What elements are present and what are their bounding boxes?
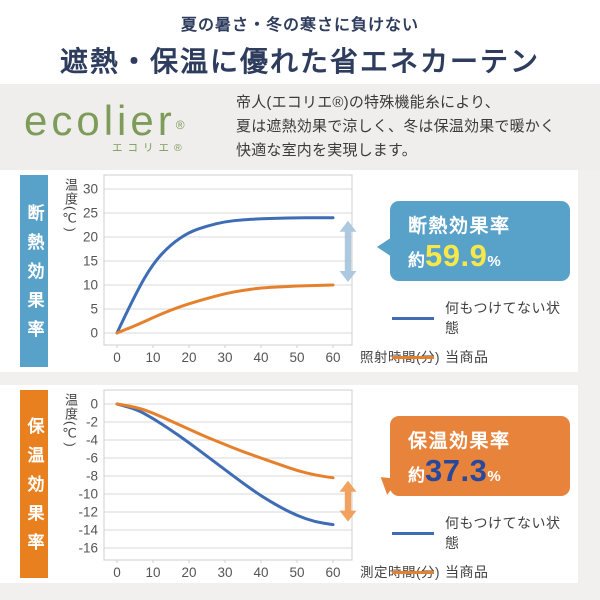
svg-text:25: 25 — [83, 206, 98, 221]
svg-text:-14: -14 — [78, 523, 98, 538]
badge-number: 59.9 — [425, 238, 488, 273]
brand-description-line3: 快適な室内を実現します。 — [236, 142, 417, 160]
retention-side-label: 保温効果率 — [20, 390, 48, 578]
legend-item-product: 当商品 — [392, 562, 570, 582]
svg-text:-4: -4 — [86, 433, 98, 448]
insulation-badge-value: 約59.9% — [408, 240, 558, 271]
svg-text:10: 10 — [83, 278, 98, 293]
svg-text:0: 0 — [90, 397, 98, 412]
svg-text:60: 60 — [325, 350, 340, 365]
legend-item-bare: 何もつけてない状態 — [392, 298, 570, 338]
svg-text:0: 0 — [113, 350, 121, 365]
insulation-y-axis-title: 温度(℃) — [63, 178, 78, 233]
brand-description-line1: 帝人(エコリエ®)の特殊機能糸により、 — [236, 93, 500, 111]
svg-text:30: 30 — [217, 565, 232, 580]
svg-text:20: 20 — [181, 350, 196, 365]
badge-number: 37.3 — [425, 453, 488, 488]
svg-text:40: 40 — [253, 565, 268, 580]
legend-label: 何もつけてない状態 — [445, 515, 561, 551]
legend-line-orange-icon — [392, 355, 434, 359]
header-subtitle: 夏の暑さ・冬の寒さに負けない — [180, 17, 419, 34]
svg-text:50: 50 — [289, 350, 304, 365]
svg-text:-8: -8 — [86, 469, 98, 484]
insulation-chart: 温度(℃) 0510152025300102030405060照射時間(分) — [52, 170, 456, 372]
svg-text:15: 15 — [83, 254, 98, 269]
legend-label: 当商品 — [445, 564, 489, 580]
insulation-rate-badge: 断熱効果率 約59.9% — [377, 201, 570, 281]
insulation-legend: 何もつけてない状態 当商品 — [390, 298, 570, 367]
ecolier-logo: ecolier® — [24, 96, 236, 144]
svg-text:-2: -2 — [86, 415, 98, 430]
insulation-badge-title: 断熱効果率 — [408, 216, 511, 237]
brand-band: ecolier® エコリエ® 帝人(エコリエ®)の特殊機能糸により、 夏は遮熱効… — [0, 84, 600, 170]
legend-label: 何もつけてない状態 — [445, 300, 561, 336]
svg-text:-16: -16 — [78, 541, 98, 556]
brand-description-line2: 夏は遮熱効果で涼しく、冬は保温効果で暖かく — [236, 117, 556, 135]
svg-text:20: 20 — [83, 230, 98, 245]
heat-retention-section: 保温効果率 温度(℃) 0 -2 -4 -6 -8 -10 -12 -14 -16 0 10 20 30… — [0, 385, 578, 583]
logo-text: ecolier — [24, 96, 176, 144]
page-header: 夏の暑さ・冬の寒さに負けない 遮熱・保温に優れた省エネカーテン — [0, 0, 600, 84]
insulation-section: 断熱効果率 温度(℃) 0510152025300102030405060照射時… — [0, 170, 578, 372]
svg-text:5: 5 — [90, 302, 98, 317]
legend-line-blue-icon — [392, 316, 434, 320]
retention-badge-value: 約37.3% — [408, 455, 558, 486]
svg-text:50: 50 — [289, 565, 304, 580]
legend-line-blue-icon — [392, 531, 434, 535]
retention-badge-title: 保温効果率 — [408, 431, 511, 452]
brand-logo: ecolier® エコリエ® — [24, 96, 236, 155]
legend-item-product: 当商品 — [392, 347, 570, 367]
svg-text:10: 10 — [145, 565, 160, 580]
insulation-line-chart: 0510152025300102030405060照射時間(分) — [83, 174, 440, 365]
badge-prefix: 約 — [408, 251, 425, 270]
svg-text:-10: -10 — [78, 487, 98, 502]
retention-rate-badge: 保温効果率 約37.3% — [390, 416, 570, 496]
retention-side-label-text: 保温効果率 — [24, 416, 44, 562]
svg-text:30: 30 — [83, 182, 98, 197]
svg-text:0: 0 — [90, 326, 98, 341]
legend-item-bare: 何もつけてない状態 — [392, 513, 570, 553]
logo-katakana: エコリエ® — [112, 141, 187, 154]
brand-description: 帝人(エコリエ®)の特殊機能糸により、 夏は遮熱効果で涼しく、冬は保温効果で暖か… — [236, 91, 555, 164]
svg-text:30: 30 — [217, 350, 232, 365]
legend-line-orange-icon — [392, 570, 434, 574]
retention-right-column: 保温効果率 約37.3% 何もつけてない状態 当商品 — [390, 385, 570, 582]
retention-y-axis-title: 温度(℃) — [63, 393, 78, 448]
retention-legend: 何もつけてない状態 当商品 — [390, 513, 570, 582]
insulation-side-label: 断熱効果率 — [20, 175, 48, 367]
registered-mark-icon: ® — [175, 117, 185, 132]
insulation-side-label-text: 断熱効果率 — [24, 203, 44, 349]
svg-text:60: 60 — [325, 565, 340, 580]
svg-text:10: 10 — [145, 350, 160, 365]
badge-unit: % — [487, 253, 501, 270]
svg-text:-12: -12 — [78, 505, 98, 520]
insulation-right-column: 断熱効果率 約59.9% 何もつけてない状態 当商品 — [377, 170, 570, 367]
svg-text:0: 0 — [113, 565, 121, 580]
legend-label: 当商品 — [445, 349, 489, 365]
badge-unit: % — [487, 468, 501, 485]
badge-prefix: 約 — [408, 466, 425, 485]
svg-text:20: 20 — [181, 565, 196, 580]
page-title: 遮熱・保温に優れた省エネカーテン — [59, 47, 540, 78]
svg-text:-6: -6 — [86, 451, 98, 466]
svg-text:40: 40 — [253, 350, 268, 365]
